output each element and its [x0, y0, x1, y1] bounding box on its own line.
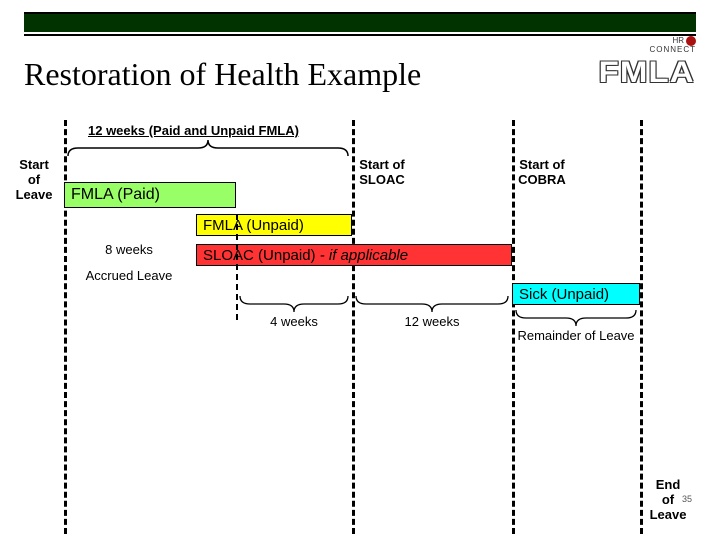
sloac-text-a: SLOAC (Unpaid): [203, 247, 316, 264]
block-sloac-text: SLOAC (Unpaid) - if applicable: [203, 247, 408, 264]
header-color-band: [24, 14, 696, 32]
label-start-of-cobra: Start ofCOBRA: [502, 158, 582, 188]
fmla-watermark: FMLA: [598, 56, 694, 90]
header-rule-bottom: [24, 34, 696, 36]
brace-remainder-icon: [512, 310, 640, 326]
block-sloac-unpaid: SLOAC (Unpaid) - if applicable: [196, 244, 512, 266]
block-sick-unpaid: Sick (Unpaid): [512, 283, 640, 305]
block-fmla-paid: FMLA (Paid): [64, 182, 236, 208]
label-remainder: Remainder of Leave: [511, 328, 641, 343]
top-brace-icon: [64, 140, 352, 158]
block-fmla-unpaid-text: FMLA (Unpaid): [203, 217, 304, 234]
page-number: 35: [682, 494, 692, 504]
logo-text-connect: CONNECT: [649, 45, 696, 54]
label-12-weeks: 12 weeks: [397, 314, 467, 329]
page-title: Restoration of Health Example: [24, 56, 421, 93]
label-8-weeks: 8 weeks: [89, 242, 169, 257]
brace-4-weeks-icon: [236, 296, 352, 312]
vline-end-of-leave: [640, 120, 643, 534]
label-accrued: Accrued Leave: [74, 268, 184, 283]
label-start-of-sloac: Start ofSLOAC: [342, 158, 422, 188]
sloac-text-b: - if applicable: [316, 247, 409, 264]
block-fmla-unpaid: FMLA (Unpaid): [196, 214, 352, 236]
logo-text-hr: HR: [672, 36, 684, 45]
label-end-of-leave: EndofLeave: [628, 478, 708, 523]
header-rule-top: [24, 12, 696, 14]
block-fmla-paid-text: FMLA (Paid): [71, 186, 160, 204]
label-start-of-leave: StartofLeave: [0, 158, 74, 203]
block-sick-text: Sick (Unpaid): [519, 286, 609, 303]
brace-label-12-weeks: 12 weeks (Paid and Unpaid FMLA): [88, 123, 299, 138]
hr-connect-logo: HR CONNECT: [649, 36, 696, 54]
label-4-weeks: 4 weeks: [264, 314, 324, 329]
brace-12-weeks-icon: [352, 296, 512, 312]
